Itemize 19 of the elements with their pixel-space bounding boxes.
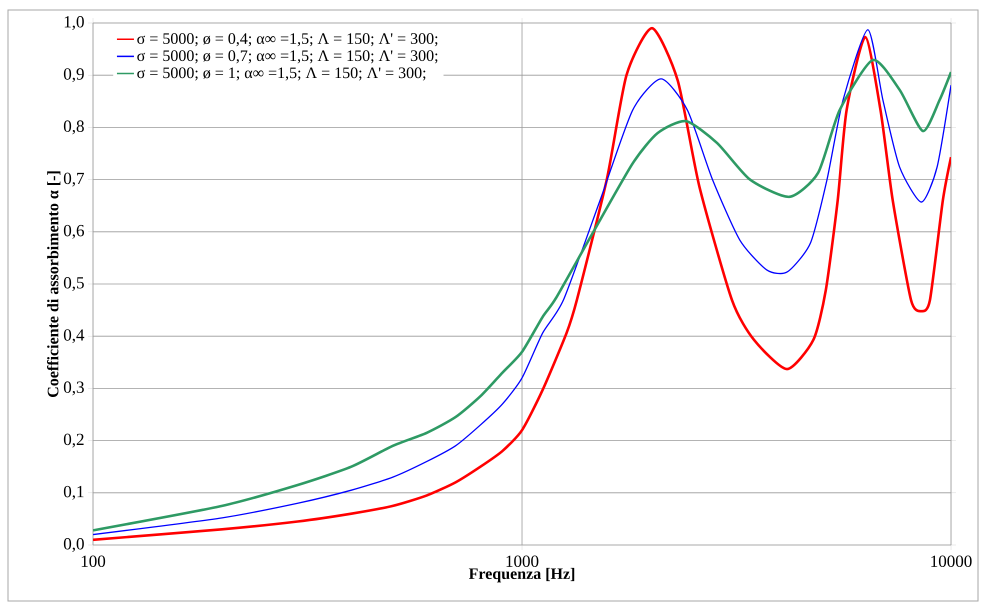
legend-label: σ = 5000; ø = 0,7; α∞ =1,5; Λ = 150; Λ' = 300; — [137, 50, 438, 64]
y-tick-label: 0,1 — [64, 486, 84, 500]
y-tick-label: 0,5 — [64, 277, 84, 291]
x-axis-title: Frequenza [Hz] — [468, 568, 574, 582]
y-tick-label: 0,9 — [64, 68, 84, 82]
y-tick-label: 0,6 — [64, 224, 84, 239]
x-tick-label: 100 — [82, 556, 106, 567]
x-tick-label: 1000 — [506, 556, 538, 567]
y-axis-title: Coefficiente di assorbimento α [-] — [46, 171, 60, 397]
y-tick-label: 0,4 — [64, 329, 84, 344]
y-tick-label: 0,2 — [64, 434, 84, 448]
y-tick-label: 0,8 — [64, 120, 84, 134]
x-tick-label: 10000 — [931, 556, 972, 567]
y-tick-label: 0,0 — [64, 538, 84, 552]
y-tick-label: 1,0 — [64, 16, 84, 30]
legend-label: σ = 5000; ø = 0,4; α∞ =1,5; Λ = 150; Λ' = 300; — [137, 33, 438, 46]
y-tick-label: 0,3 — [64, 381, 84, 396]
legend-label: σ = 5000; ø = 1; α∞ =1,5; Λ = 150; Λ' = 300; — [137, 67, 426, 81]
y-tick-label: 0,7 — [64, 172, 84, 187]
